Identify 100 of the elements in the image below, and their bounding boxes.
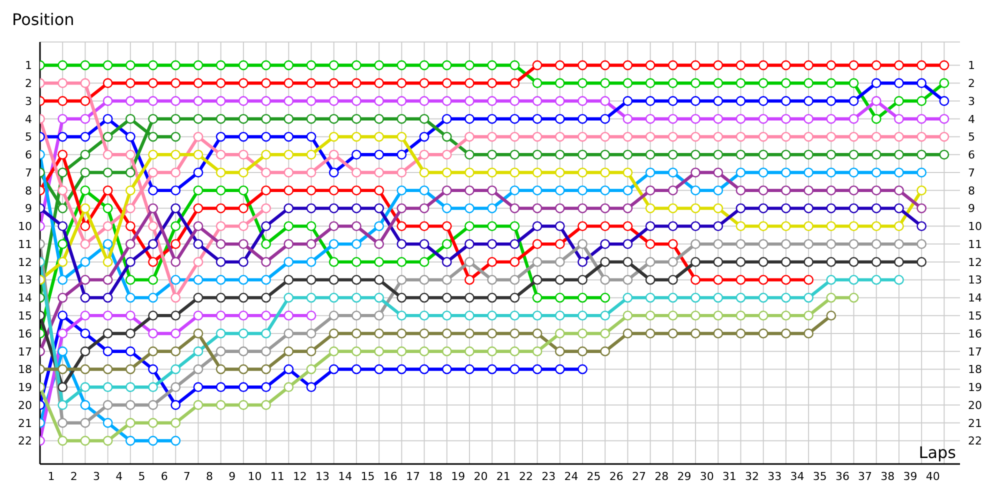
point: [216, 132, 226, 142]
point: [328, 274, 339, 285]
point: [668, 150, 678, 160]
point: [848, 168, 859, 178]
point: [780, 114, 791, 124]
point: [916, 132, 927, 142]
point: [600, 185, 610, 196]
point: [148, 418, 158, 428]
x-tick-label: 30: [700, 470, 714, 483]
point: [668, 78, 678, 88]
point: [284, 185, 294, 196]
x-tick-label: 23: [542, 470, 556, 483]
point: [645, 132, 656, 142]
point: [238, 239, 248, 250]
point: [193, 382, 204, 392]
point: [170, 418, 181, 428]
point: [261, 96, 271, 106]
point: [894, 185, 904, 196]
point: [306, 382, 316, 392]
point: [554, 328, 565, 338]
point: [668, 185, 678, 196]
point: [58, 382, 68, 392]
point: [352, 256, 362, 267]
point: [578, 310, 588, 321]
point: [328, 346, 339, 356]
point: [261, 221, 271, 232]
point: [510, 132, 520, 142]
point: [578, 132, 588, 142]
point: [170, 150, 181, 160]
point: [939, 96, 950, 106]
point: [894, 274, 904, 285]
point: [125, 436, 136, 446]
point: [238, 60, 248, 70]
point: [600, 78, 610, 88]
point: [102, 292, 113, 303]
point: [645, 96, 656, 106]
point: [374, 328, 384, 338]
point: [419, 310, 430, 321]
point: [645, 274, 656, 285]
x-tick-label: 33: [768, 470, 782, 483]
x-tick-label: 18: [428, 470, 443, 483]
point: [374, 346, 384, 356]
point: [352, 96, 362, 106]
point: [510, 221, 520, 232]
point: [102, 382, 113, 392]
point: [261, 256, 271, 267]
point: [532, 346, 542, 356]
point: [690, 292, 700, 303]
point: [80, 292, 90, 303]
point: [804, 132, 814, 142]
point: [102, 150, 113, 160]
point: [916, 256, 927, 267]
point: [170, 346, 181, 356]
point: [80, 60, 90, 70]
point: [352, 274, 362, 285]
point: [419, 292, 430, 303]
point: [442, 168, 452, 178]
point: [554, 185, 565, 196]
point: [622, 150, 633, 160]
point: [487, 185, 498, 196]
point: [374, 185, 384, 196]
point: [125, 185, 136, 196]
point: [442, 292, 452, 303]
point: [804, 328, 814, 338]
y-tick-label: 9: [25, 202, 32, 216]
point: [148, 132, 158, 142]
point: [102, 96, 113, 106]
point: [216, 292, 226, 303]
point: [328, 114, 339, 124]
point: [645, 60, 656, 70]
point: [690, 168, 700, 178]
x-tick-label: 17: [406, 470, 420, 483]
point: [487, 346, 498, 356]
point: [148, 436, 158, 446]
point: [804, 256, 814, 267]
point: [58, 114, 68, 124]
point: [578, 203, 588, 214]
point: [193, 346, 204, 356]
point: [780, 203, 791, 214]
point: [261, 203, 271, 214]
point: [758, 310, 768, 321]
point: [238, 203, 248, 214]
point: [464, 60, 474, 70]
point: [487, 292, 498, 303]
point: [848, 114, 859, 124]
point: [374, 221, 384, 232]
point: [532, 203, 542, 214]
y-tick-label: 8: [25, 184, 32, 198]
point: [193, 150, 204, 160]
point: [261, 310, 271, 321]
point: [396, 132, 407, 142]
point: [58, 132, 68, 142]
point: [238, 346, 248, 356]
x-tick-label: 2: [70, 470, 78, 483]
point: [148, 221, 158, 232]
point: [622, 239, 633, 250]
point: [396, 221, 407, 232]
point: [102, 60, 113, 70]
point: [916, 221, 927, 232]
point: [261, 185, 271, 196]
